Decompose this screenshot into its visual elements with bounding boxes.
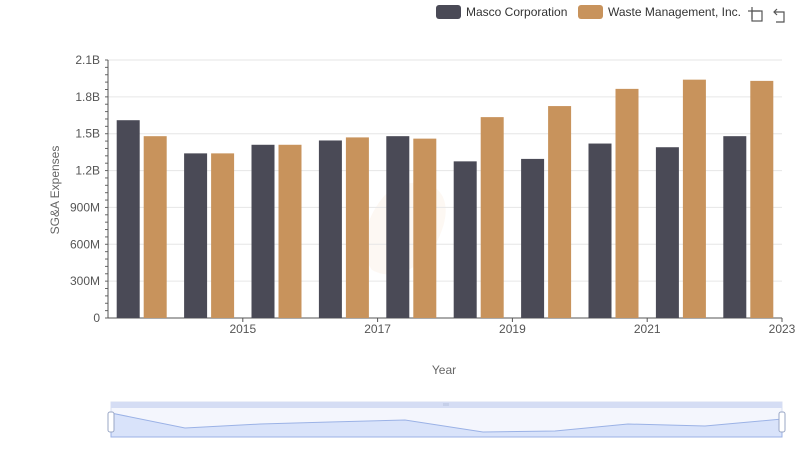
slider-move-handle[interactable] [443,403,449,406]
x-tick-label: 2023 [769,322,796,336]
data-zoom-slider[interactable] [107,401,786,438]
x-tick-label: 2021 [634,322,661,336]
bar-waste-management-2023[interactable] [750,80,774,318]
bars-group [116,79,774,319]
slider-handle-right[interactable] [778,411,786,433]
bar-masco-2021[interactable] [588,143,612,318]
x-tick-label: 2017 [364,322,391,336]
legend-swatch-masco [436,5,461,19]
bar-masco-2020[interactable] [521,158,545,318]
bar-masco-2023[interactable] [723,136,747,318]
y-tick-label: 1.8B [75,90,100,104]
bar-masco-2022[interactable] [655,147,679,318]
bar-masco-2018[interactable] [386,136,410,318]
bar-waste-management-2020[interactable] [548,106,572,318]
bar-waste-management-2016[interactable] [278,144,302,318]
legend-item-waste-management[interactable]: Waste Management, Inc. [578,5,741,19]
bar-waste-management-2021[interactable] [615,88,639,318]
legend: Masco Corporation Waste Management, Inc. [436,5,741,19]
bar-waste-management-2017[interactable] [345,137,369,318]
legend-item-masco[interactable]: Masco Corporation [436,5,567,19]
bar-masco-2014[interactable] [116,120,140,318]
y-tick-label: 900M [70,200,100,214]
x-axis: 2015 2017 2019 2021 2023 [108,317,796,336]
bar-masco-2019[interactable] [453,161,477,318]
legend-swatch-waste-management [578,5,603,19]
y-tick-label: 0 [93,311,100,325]
x-axis-title: Year [432,363,456,377]
bar-masco-2015[interactable] [184,153,208,318]
y-axis: 0 300M 600M 900M 1.2B 1.5B 1.8B 2.1B [70,53,109,325]
y-axis-title: SG&A Expenses [48,146,62,235]
bar-masco-2017[interactable] [318,140,342,318]
x-tick-label: 2019 [499,322,526,336]
bar-waste-management-2015[interactable] [211,153,235,318]
y-tick-label: 1.5B [75,127,100,141]
slider-handle-left[interactable] [107,411,115,433]
y-tick-label: 600M [70,237,100,251]
y-tick-label: 2.1B [75,53,100,67]
crop-select-icon[interactable] [748,7,763,22]
legend-label-masco: Masco Corporation [466,5,567,19]
bar-masco-2016[interactable] [251,144,275,318]
bar-waste-management-2014[interactable] [143,136,167,318]
bar-waste-management-2019[interactable] [480,117,504,318]
legend-label-waste-management: Waste Management, Inc. [608,5,741,19]
bar-waste-management-2022[interactable] [682,79,706,319]
y-tick-label: 300M [70,274,100,288]
reset-zoom-icon[interactable] [773,8,785,23]
slider-preview-area [110,412,783,438]
grid-lines [108,59,782,319]
x-tick-label: 2015 [229,322,256,336]
y-tick-label: 1.2B [75,164,100,178]
bar-waste-management-2018[interactable] [413,138,437,318]
slider-selection [111,402,782,408]
